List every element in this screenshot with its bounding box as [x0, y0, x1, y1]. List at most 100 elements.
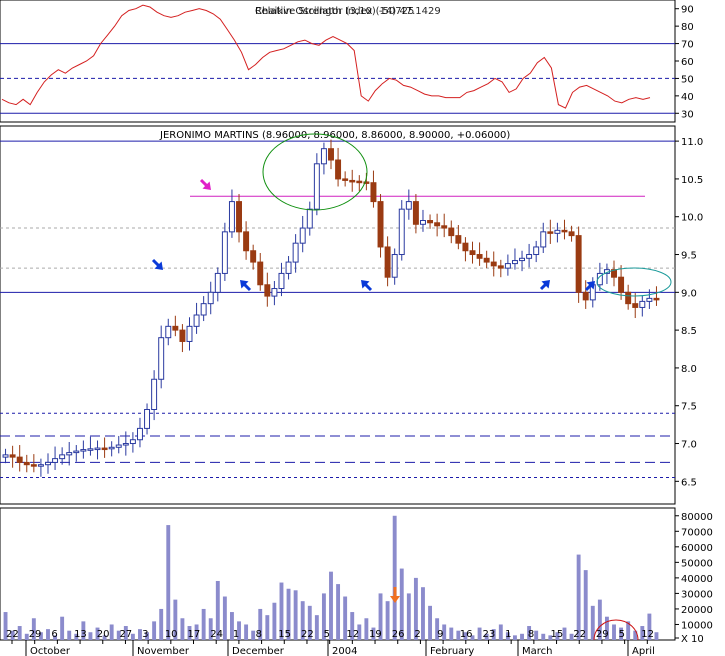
price-tick-label: 9.5 [681, 251, 697, 262]
volume-bar [74, 633, 79, 640]
volume-bar [456, 630, 461, 640]
candle-body [122, 443, 129, 446]
arrow-blue-up-icon-head [240, 280, 249, 289]
volume-bar [619, 627, 624, 640]
candle-body [342, 178, 349, 181]
volume-layer [3, 515, 659, 640]
x-day-tick-label: 16 [460, 629, 473, 640]
volume-tick-label: 10000 [681, 620, 713, 631]
volume-bar [520, 633, 524, 640]
candle-body [129, 439, 136, 445]
candle-body [59, 454, 66, 460]
volume-bar [88, 632, 93, 640]
candle-body [243, 231, 250, 252]
arrow-blue-up-icon-head [541, 280, 550, 289]
volume-bar [428, 605, 432, 640]
x-day-tick-label: 22 [6, 629, 19, 640]
candle-body [582, 291, 589, 301]
volume-bar [67, 630, 72, 640]
x-day-tick-label: 8 [256, 629, 262, 640]
volume-bar [10, 630, 15, 640]
volume-bar [477, 627, 482, 640]
candle-body [214, 272, 221, 293]
candle-body [299, 227, 306, 244]
volume-bar [435, 618, 440, 640]
volume-bar [357, 624, 362, 640]
volume-bar [109, 624, 114, 640]
volume-bar [640, 626, 645, 640]
volume-bar [300, 601, 305, 640]
candle-body [490, 261, 497, 267]
candle-body [328, 148, 334, 161]
indicator-overlay-title: Chaikin Oscillator (3,10) -50725 [255, 6, 414, 17]
volume-bar [145, 632, 149, 640]
arrow-blue-up-icon [539, 280, 550, 291]
price-tick-label: 11.0 [681, 137, 703, 148]
candle-body [165, 325, 172, 339]
candle-body [646, 297, 653, 302]
volume-bar [81, 621, 86, 640]
volume-tick-label: 40000 [681, 574, 713, 585]
volume-bar [569, 633, 574, 640]
volume-tick-label: 50000 [681, 558, 713, 569]
arrow-magenta-down-icon [199, 178, 211, 190]
candle-body [9, 454, 16, 458]
candle-body [547, 231, 554, 234]
price-tick-label: 10.0 [681, 213, 703, 224]
volume-bar [527, 626, 532, 640]
volume-bar [166, 525, 171, 640]
volume-bar [53, 635, 58, 640]
volume-bar [413, 577, 418, 640]
volume-bar [399, 568, 404, 640]
volume-bar [17, 626, 22, 640]
candle-body [179, 329, 186, 342]
arrow-magenta-down-icon-head [202, 181, 211, 190]
candle-body [172, 325, 179, 331]
volume-bar [130, 633, 135, 640]
candle-body [412, 201, 419, 225]
x-day-tick-label: 27 [119, 629, 132, 640]
candle-body [144, 409, 151, 429]
candle-body [405, 201, 412, 210]
x-month-label: February [430, 646, 474, 656]
candle-body [639, 300, 646, 308]
rsi-layer [0, 4, 675, 114]
candle-body [653, 297, 660, 301]
volume-bar [449, 627, 454, 640]
volume-bar [604, 616, 609, 640]
volume-bar [272, 602, 277, 640]
candle-body [377, 201, 384, 248]
volume-bar [237, 621, 241, 640]
volume-bar [562, 627, 567, 640]
candle-body [30, 464, 37, 467]
x-day-tick-label: 17 [188, 629, 201, 640]
volume-bar [626, 621, 631, 640]
volume-bar [116, 630, 121, 640]
x-day-tick-label: 19 [369, 629, 382, 640]
volume-bar [534, 630, 539, 640]
x-day-tick-label: 10 [165, 629, 178, 640]
volume-tick-label: X 10 [681, 634, 704, 645]
volume-bar [279, 582, 284, 640]
volume-bar [159, 608, 164, 640]
candle-body [427, 220, 434, 224]
volume-bar [314, 615, 319, 640]
volume-bar [541, 633, 546, 640]
rsi-tick-label: 90 [681, 5, 694, 16]
candle-body [193, 314, 200, 327]
candle-body [271, 288, 278, 297]
candle-body [519, 257, 526, 262]
volume-bar [576, 554, 581, 640]
candle-body [632, 303, 639, 308]
candle-body [363, 181, 370, 184]
volume-bar [286, 588, 291, 640]
volume-bar [187, 626, 192, 640]
candle-body [186, 325, 193, 342]
price-title: JERONIMO MARTINS (8.96000, 8.96000, 8.86… [159, 130, 510, 141]
x-day-tick-label: 29 [29, 629, 42, 640]
x-month-label: 2004 [332, 646, 357, 656]
volume-bar [321, 593, 326, 640]
volume-tick-label: 80000 [681, 512, 713, 523]
x-day-tick-label: 22 [573, 629, 586, 640]
